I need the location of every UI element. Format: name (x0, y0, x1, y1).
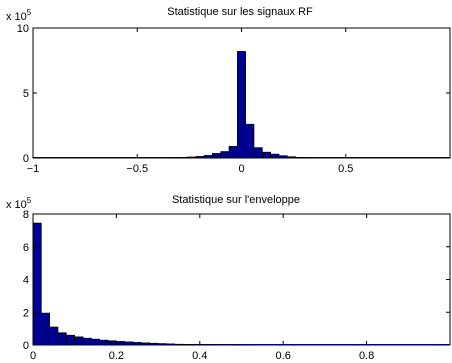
histogram-bar (270, 153, 280, 159)
x-tick-label: −1 (27, 163, 40, 175)
x-tick-label: 0.2 (109, 350, 124, 362)
histogram-bar (195, 156, 205, 159)
histogram-bar (57, 332, 67, 346)
x-tick-label: −0.5 (126, 163, 148, 175)
bottom-x-ticks: 0 0.2 0.4 0.6 0.8 (30, 214, 374, 362)
y-tick-label: 0 (23, 340, 29, 352)
top-y-ticks: 0 5 10 (17, 23, 450, 165)
y-tick-label: 10 (17, 23, 29, 35)
top-bars (33, 51, 450, 159)
histogram-bar (182, 344, 192, 346)
histogram-bar (203, 155, 213, 159)
histogram-bar (212, 153, 221, 159)
bottom-panel: Statistique sur l'enveloppe x 105 0 0.2 0.… (6, 194, 451, 362)
top-panel: Statistique sur les signaux RF x 105 −1−… (6, 6, 451, 175)
histogram-bar (157, 343, 167, 346)
histogram-bar (245, 123, 255, 159)
histogram-bar (49, 326, 59, 346)
histogram-bar (262, 151, 271, 159)
top-y-multiplier: x 105 (6, 8, 32, 23)
bottom-y-ticks: 0 2 4 6 8 (23, 209, 450, 352)
histogram-bar (32, 222, 42, 346)
bottom-title: Statistique sur l'enveloppe (172, 194, 300, 206)
histogram-bar (220, 151, 230, 159)
histogram-bar (287, 156, 297, 159)
histogram-bar (132, 342, 142, 346)
y-tick-label: 2 (23, 307, 29, 319)
bottom-axes-frame (32, 213, 451, 346)
x-tick-label: 0.8 (359, 350, 374, 362)
histogram-bar (99, 339, 109, 346)
y-tick-label: 8 (23, 209, 29, 221)
histogram-bar (116, 341, 126, 346)
top-x-ticks: −1 −0.5 0 0.5 (27, 28, 353, 175)
histogram-bar (149, 342, 159, 346)
top-title: Statistique sur les signaux RF (167, 6, 313, 18)
histogram-bar (174, 343, 184, 346)
bottom-y-multiplier: x 105 (6, 196, 32, 211)
histogram-bar (124, 341, 134, 346)
x-tick-label: 0.6 (276, 350, 291, 362)
histogram-bar (141, 342, 151, 346)
x-tick-label: 0 (238, 163, 244, 175)
bottom-bars (32, 222, 450, 346)
y-tick-label: 0 (23, 153, 29, 165)
histogram-bar (91, 338, 101, 346)
histogram-bar (41, 312, 50, 346)
histogram-bar (66, 334, 76, 346)
histogram-bar (178, 157, 188, 159)
histogram-bar (278, 155, 288, 159)
y-tick-label: 4 (23, 275, 29, 287)
histogram-bar (82, 337, 92, 346)
histogram-bar (186, 156, 196, 159)
histogram-bar (74, 336, 84, 346)
x-tick-label: 0.5 (338, 163, 353, 175)
histogram-bar (295, 157, 305, 159)
x-tick-label: 0.4 (192, 350, 207, 362)
histogram-bar (253, 147, 263, 159)
y-tick-label: 5 (23, 88, 29, 100)
x-tick-label: 0 (30, 350, 36, 362)
histogram-bar (228, 146, 238, 159)
histogram-bar (107, 340, 117, 346)
histogram-bar (166, 343, 176, 346)
histogram-bar (237, 51, 246, 159)
y-tick-label: 6 (23, 242, 29, 254)
